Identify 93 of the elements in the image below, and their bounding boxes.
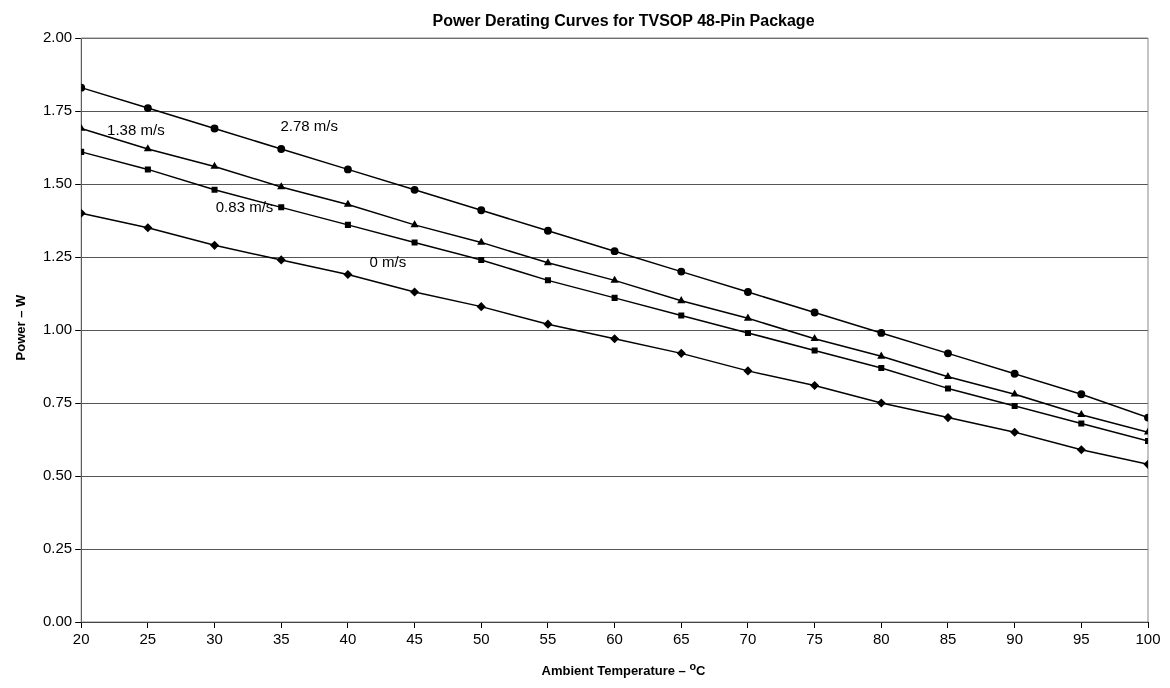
- x-tick-label: 20: [72, 630, 90, 648]
- point: [1010, 369, 1019, 378]
- y-tick-label: 1.00: [42, 320, 73, 338]
- point: [943, 413, 953, 422]
- point: [611, 276, 619, 283]
- point: [944, 372, 952, 380]
- point: [410, 287, 419, 297]
- point: [811, 334, 819, 342]
- x-tick-label: 30: [206, 630, 223, 648]
- x-tick-label: 70: [739, 630, 757, 648]
- point: [1078, 420, 1085, 427]
- point: [477, 238, 485, 245]
- x-tick-label: 80: [872, 630, 890, 648]
- point: [944, 349, 952, 358]
- point: [411, 220, 419, 228]
- point: [744, 314, 752, 321]
- x-tick-label: 85: [939, 630, 957, 648]
- point: [544, 277, 551, 284]
- point: [877, 398, 886, 408]
- x-tick-label: 55: [539, 630, 557, 648]
- point: [610, 247, 619, 256]
- point: [1010, 427, 1019, 437]
- point: [810, 308, 819, 317]
- x-tick-label: 75: [806, 630, 823, 648]
- point: [544, 258, 552, 266]
- point: [677, 349, 686, 358]
- point: [944, 385, 951, 392]
- point: [877, 352, 885, 359]
- x-axis-title: Ambient Temperature – $^{o}$C: [540, 660, 707, 679]
- point: [1011, 390, 1019, 397]
- series-label: 2.78 m/s: [280, 117, 338, 135]
- point: [811, 347, 818, 354]
- point: [144, 145, 152, 152]
- x-tick-label: 50: [472, 630, 490, 648]
- point: [276, 255, 286, 265]
- y-tick-label: 2.00: [42, 28, 73, 46]
- point: [411, 239, 418, 246]
- point: [878, 364, 885, 371]
- point: [477, 302, 486, 311]
- y-tick-label: 0.00: [42, 612, 73, 630]
- point: [143, 223, 153, 233]
- point: [677, 267, 686, 276]
- point: [210, 241, 219, 250]
- point: [343, 165, 352, 174]
- x-tick-label: 95: [1072, 630, 1090, 648]
- point: [743, 366, 753, 376]
- y-tick-label: 0.25: [42, 539, 73, 557]
- point: [678, 312, 685, 319]
- point: [277, 145, 286, 153]
- point: [477, 206, 486, 215]
- series-label: 1.38 m/s: [107, 121, 165, 139]
- point: [410, 185, 419, 194]
- x-tick-label: 45: [406, 630, 423, 648]
- point: [543, 226, 552, 235]
- x-tick-label: 60: [606, 630, 623, 648]
- point: [1077, 390, 1086, 399]
- point: [877, 328, 886, 337]
- point: [478, 256, 485, 263]
- point: [810, 381, 819, 390]
- x-tick-label: 40: [339, 630, 357, 648]
- point: [543, 319, 553, 329]
- x-tick-label: 90: [1006, 630, 1023, 648]
- y-tick-label: 1.50: [42, 174, 73, 192]
- x-tick-label: 25: [139, 630, 157, 648]
- point: [143, 104, 152, 113]
- point: [1077, 410, 1085, 418]
- point: [211, 186, 218, 193]
- point: [278, 204, 285, 211]
- point: [344, 200, 352, 207]
- point: [211, 162, 219, 169]
- y-tick-label: 0.50: [42, 466, 73, 484]
- x-tick-label: 35: [272, 630, 290, 648]
- point: [1077, 445, 1086, 454]
- point: [344, 221, 351, 228]
- point: [144, 166, 151, 173]
- point: [210, 124, 219, 133]
- series-label: 0.83 m/s: [215, 197, 274, 215]
- x-tick-label: 65: [672, 630, 690, 648]
- y-tick-label: 1.75: [42, 101, 73, 119]
- point: [277, 182, 285, 190]
- point: [1011, 402, 1018, 409]
- y-tick-label: 0.75: [42, 393, 73, 411]
- series-label: 0 m/s: [369, 252, 407, 270]
- point: [744, 288, 752, 296]
- point: [744, 329, 751, 336]
- x-tick-label: 100: [1135, 630, 1161, 648]
- chart-title: Power Derating Curves for TVSOP 48-Pin Package: [431, 12, 816, 30]
- y-axis-title: Power – W: [12, 293, 28, 363]
- point: [343, 270, 353, 279]
- point: [677, 296, 685, 304]
- point: [610, 334, 619, 344]
- y-tick-label: 1.25: [42, 247, 73, 265]
- point: [611, 294, 618, 301]
